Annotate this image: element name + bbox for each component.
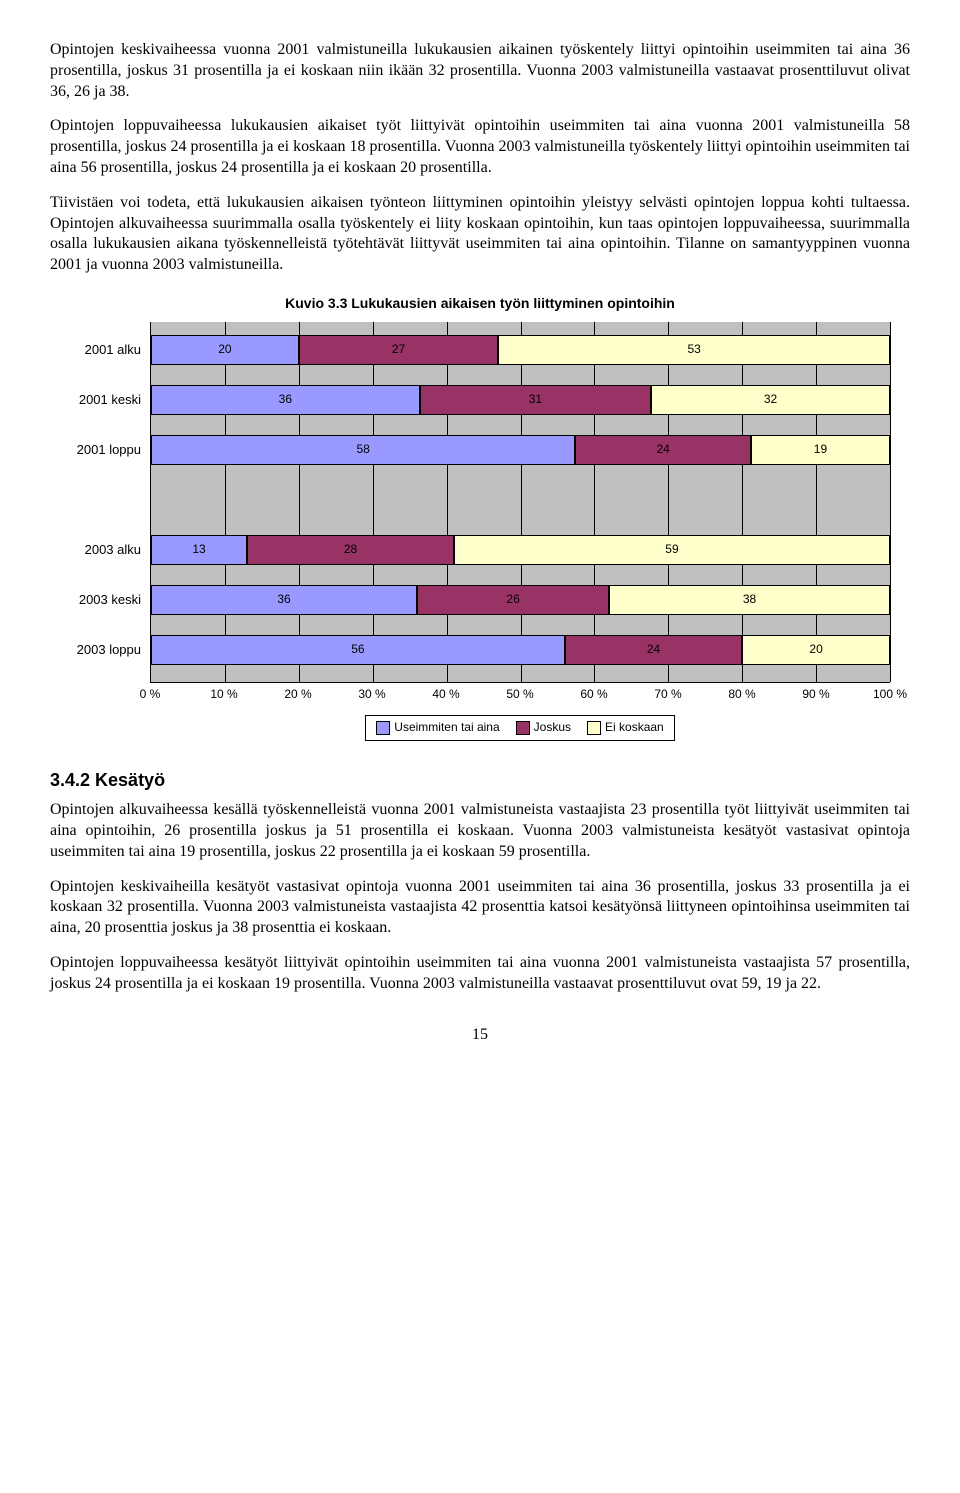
legend-swatch-icon — [376, 721, 390, 735]
chart-bar-row: 1328592003 alku — [151, 535, 890, 565]
chart-x-tick: 0 % — [140, 687, 161, 703]
chart-area: 2027532001 alku3631322001 keski582419200… — [150, 322, 890, 741]
body-paragraph: Opintojen loppuvaiheessa kesätyöt liitty… — [50, 953, 910, 995]
body-paragraph: Tiivistäen voi todeta, että lukukausien … — [50, 193, 910, 276]
body-paragraph: Opintojen keskivaiheessa vuonna 2001 val… — [50, 40, 910, 102]
chart-y-label: 2001 keski — [51, 392, 151, 409]
chart-gridline — [373, 322, 374, 682]
chart-bar-segment: 36 — [151, 585, 417, 615]
chart-bar-segment: 13 — [151, 535, 247, 565]
chart-bar-row: 2027532001 alku — [151, 335, 890, 365]
chart-y-label: 2003 keski — [51, 592, 151, 609]
chart-x-tick: 70 % — [654, 687, 681, 703]
legend-label: Ei koskaan — [605, 720, 664, 734]
chart-x-tick: 50 % — [506, 687, 533, 703]
chart-x-tick: 40 % — [432, 687, 459, 703]
chart-x-tick: 30 % — [358, 687, 385, 703]
chart-y-label: 2003 loppu — [51, 642, 151, 659]
chart-bar-segment: 56 — [151, 635, 565, 665]
chart-plot: 2027532001 alku3631322001 keski582419200… — [150, 322, 890, 683]
chart-x-tick: 20 % — [284, 687, 311, 703]
chart-bar-segment: 38 — [609, 585, 890, 615]
chart-gridline — [225, 322, 226, 682]
chart-gridline — [890, 322, 891, 682]
chart-bar-segment: 26 — [417, 585, 609, 615]
chart-bar-segment: 20 — [742, 635, 890, 665]
chart-bar-segment: 27 — [299, 335, 499, 365]
chart-bar-segment: 31 — [420, 385, 651, 415]
chart-legend: Useimmiten tai aina Joskus Ei koskaan — [365, 715, 674, 741]
chart-bar-segment: 28 — [247, 535, 454, 565]
chart-figure: Kuvio 3.3 Lukukausien aikaisen työn liit… — [50, 294, 910, 741]
legend-label: Useimmiten tai aina — [394, 720, 499, 734]
legend-item: Joskus — [516, 720, 571, 736]
page-number: 15 — [50, 1025, 910, 1046]
chart-bar-segment: 58 — [151, 435, 575, 465]
body-paragraph: Opintojen alkuvaiheessa kesällä työskenn… — [50, 800, 910, 862]
chart-x-tick: 60 % — [580, 687, 607, 703]
chart-y-label: 2003 alku — [51, 542, 151, 559]
chart-bar-segment: 59 — [454, 535, 890, 565]
chart-x-axis: 0 %10 %20 %30 %40 %50 %60 %70 %80 %90 %1… — [150, 687, 890, 707]
chart-bar-row: 3631322001 keski — [151, 385, 890, 415]
chart-bar-segment: 19 — [751, 435, 890, 465]
chart-gridline — [816, 322, 817, 682]
chart-gridline — [521, 322, 522, 682]
chart-gridline — [668, 322, 669, 682]
chart-gridline — [447, 322, 448, 682]
chart-gridline — [594, 322, 595, 682]
body-paragraph: Opintojen keskivaiheilla kesätyöt vastas… — [50, 877, 910, 939]
chart-bar-segment: 36 — [151, 385, 420, 415]
chart-y-label: 2001 loppu — [51, 442, 151, 459]
body-paragraph: Opintojen loppuvaiheessa lukukausien aik… — [50, 116, 910, 178]
chart-x-tick: 80 % — [728, 687, 755, 703]
chart-title: Kuvio 3.3 Lukukausien aikaisen työn liit… — [50, 294, 910, 312]
chart-x-tick: 10 % — [210, 687, 237, 703]
chart-x-tick: 90 % — [802, 687, 829, 703]
chart-bar-row: 3626382003 keski — [151, 585, 890, 615]
chart-bar-row: 5824192001 loppu — [151, 435, 890, 465]
legend-item: Useimmiten tai aina — [376, 720, 499, 736]
chart-bar-segment: 20 — [151, 335, 299, 365]
chart-gridline — [299, 322, 300, 682]
legend-item: Ei koskaan — [587, 720, 664, 736]
legend-swatch-icon — [587, 721, 601, 735]
chart-bar-segment: 32 — [651, 385, 890, 415]
chart-y-label: 2001 alku — [51, 342, 151, 359]
chart-bar-segment: 53 — [498, 335, 890, 365]
legend-label: Joskus — [534, 720, 571, 734]
chart-gridline — [742, 322, 743, 682]
chart-bar-row: 5624202003 loppu — [151, 635, 890, 665]
section-heading: 3.4.2 Kesätyö — [50, 769, 910, 792]
chart-bar-segment: 24 — [565, 635, 742, 665]
chart-x-tick: 100 % — [873, 687, 907, 703]
chart-bar-segment: 24 — [575, 435, 751, 465]
legend-swatch-icon — [516, 721, 530, 735]
